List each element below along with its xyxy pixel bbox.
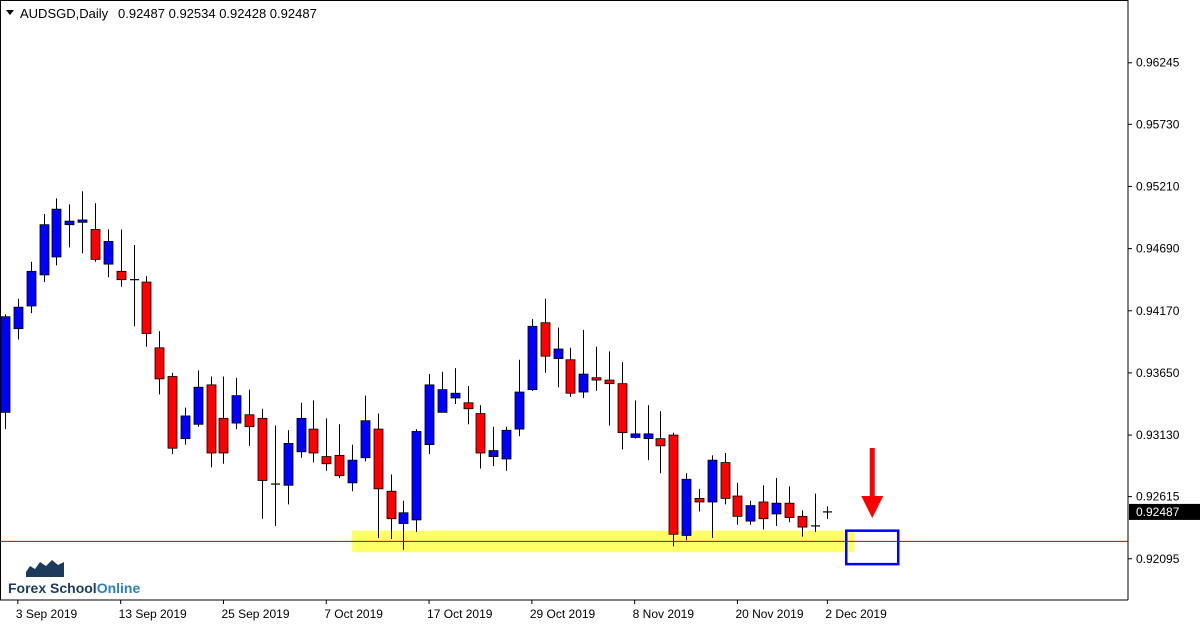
candle-body-bear [694,498,705,503]
candle-body-bull [39,224,50,276]
candle-body-bear [475,413,486,454]
candle-body-bear [386,490,397,520]
candle-body-bear [758,501,769,520]
target-box [845,529,900,566]
candle-body-bull [527,325,538,391]
candle-body-bear [321,456,332,465]
candle-body-bull [180,415,191,440]
candle-body-bull [514,391,525,430]
candle-body-bear [334,454,345,477]
candle-body-bear [668,434,679,535]
x-tick-label: 17 Oct 2019 [427,607,493,621]
y-tick-label: 0.95210 [1136,179,1180,193]
x-tick-label: 20 Nov 2019 [735,607,803,621]
candle-body-bear [720,462,731,499]
candle-body-bear [218,417,229,454]
candle-body-bull [553,348,564,359]
candle-body-bear [617,383,628,434]
candle-body-bear [655,438,666,447]
candle-body-bull [501,429,512,460]
candle-body-bull [296,417,307,453]
candle-body-bear [565,359,576,394]
candle-body-bear [90,229,101,260]
candle-body-bull [437,389,448,413]
caret-down-icon[interactable] [6,10,14,15]
down-arrow-icon [861,496,884,518]
x-tick-label: 3 Sep 2019 [16,607,78,621]
candle-body-bull [13,306,24,330]
y-tick-label: 0.93650 [1136,366,1180,380]
candle-body-bull [411,431,422,521]
x-tick-label: 8 Nov 2019 [633,607,695,621]
x-tick-label: 13 Sep 2019 [119,607,187,621]
candle-body-bull [231,395,242,424]
y-tick-label: 0.94690 [1136,242,1180,256]
candle-body-bear [308,428,319,454]
candle-body-bull [398,512,409,524]
candle-body-bull [347,459,358,484]
candle-body-bear [784,502,795,518]
x-tick-label: 2 Dec 2019 [825,607,887,621]
axes: 0.96245 0.95730 0.95210 0.94690 0.94170 0.936… [16,56,1200,621]
forex-school-online-logo: Forex SchoolOnline [8,560,140,596]
candle-body-bull [424,384,435,446]
candle-body-bear [206,384,217,454]
candle-body-bull [193,386,204,425]
logo-text-forex-school: Forex School [8,580,97,596]
y-tick-label: 0.93130 [1136,428,1180,442]
x-tick-label: 29 Oct 2019 [530,607,596,621]
candle-body-bull [681,478,692,536]
ohlc-values-label: 0.92487 0.92534 0.92428 0.92487 [118,6,317,21]
candle-body-bear [604,379,615,385]
candle-body-bear [257,417,268,481]
plot-area [0,191,1128,566]
bull-bear-silhouette-icon [26,560,64,577]
candle-body-bull [77,219,88,223]
y-tick-label: 0.92095 [1136,552,1180,566]
chart-header: AUDSGD,Daily 0.92487 0.92534 0.92428 0.9… [6,6,317,21]
candle-body-bull [707,459,718,503]
candle-body-bear [732,495,743,517]
candle-body-bear [463,402,474,410]
candle-body-bull [103,241,114,265]
candle-body-bull [360,420,371,459]
candle-body-bull [488,450,499,457]
x-tick-label: 25 Sep 2019 [221,607,289,621]
candle-body-bear [167,376,178,449]
candle-body-bull [283,443,294,486]
current-price-label: 0.92487 [1136,505,1180,519]
y-tick-label: 0.92615 [1136,490,1180,504]
candle-body-bull [771,502,782,515]
candle-body-bear [591,377,602,381]
candle-body-bull [643,433,654,440]
candle-body-bear [373,428,384,490]
y-tick-label: 0.95730 [1136,117,1180,131]
y-tick-label: 0.94170 [1136,304,1180,318]
candle-body-bull [745,505,756,522]
candle-body-bull [450,392,461,399]
candle-body-bear [141,281,152,334]
candle-body-bull [630,433,641,438]
current-price-badge [1129,503,1200,520]
candle-body-bull [0,316,11,413]
candle-body-bear [540,322,551,357]
x-tick-label: 7 Oct 2019 [324,607,383,621]
candle-body-bull [26,270,37,307]
logo-text-online: Online [97,580,141,596]
chart-frame [0,0,1129,601]
candle-body-bear [116,270,127,281]
candle-body-bull [64,220,75,226]
logo-text: Forex SchoolOnline [8,580,140,596]
candle-body-bull [51,208,62,258]
candle-body-bear [797,515,808,528]
candle-body-bear [154,347,165,380]
candle-body-bear [244,414,255,428]
symbol-timeframe-label: AUDSGD,Daily [20,6,109,21]
y-tick-label: 0.96245 [1136,56,1180,70]
candle-body-bull [578,373,589,393]
